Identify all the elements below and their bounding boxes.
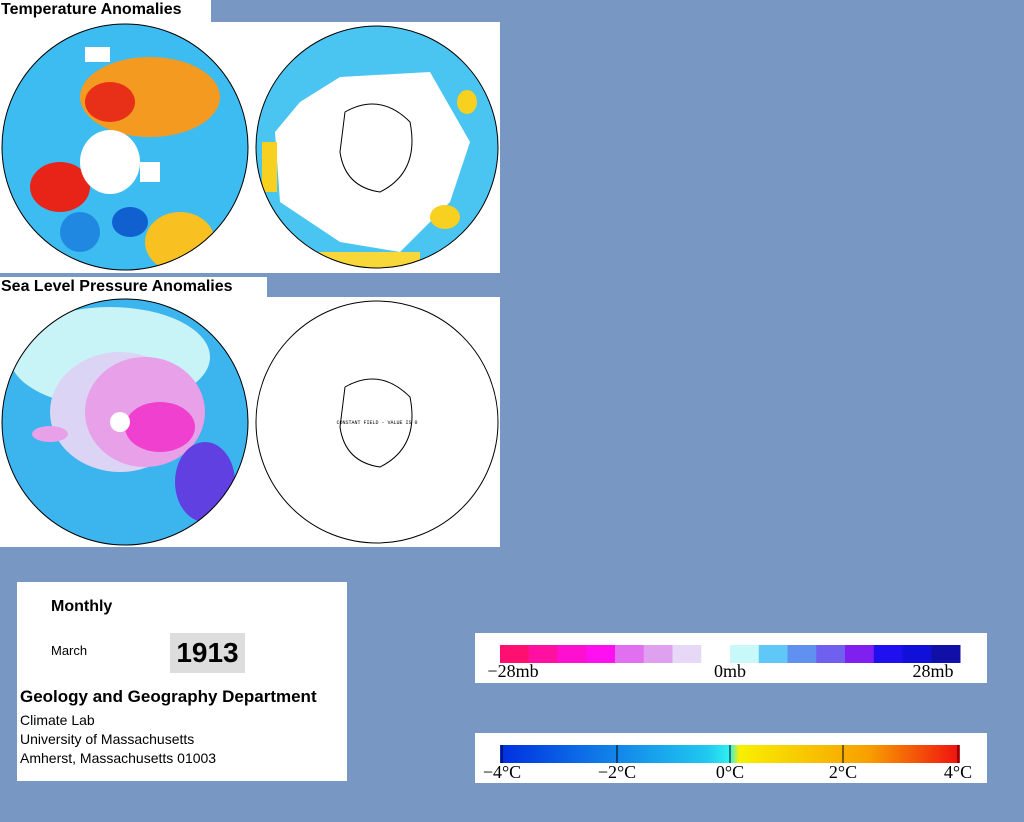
legend-label: −2°C [598,762,636,782]
address-line: University of Massachusetts [20,731,195,747]
colorbar-segment [758,645,788,663]
legend-label: 28mb [912,661,953,681]
legend-label: 2°C [829,762,857,782]
legend-label: 0°C [716,762,744,782]
colorbar-segment [586,645,616,663]
colorbar-segment [730,645,760,663]
colorbar-segment [500,645,530,663]
legend-label: 4°C [944,762,972,782]
pressure-colorbar: −28mb 0mb 28mb [487,645,961,681]
map-panel [0,22,500,273]
address-line: Climate Lab [20,712,95,728]
colorbar-segment [672,645,702,663]
period: Monthly [51,598,113,615]
coastline [339,378,413,468]
legend-label: −4°C [483,762,521,782]
temperature-legend: −4°C −2°C 0°C 2°C 4°C [475,733,987,783]
map-outline [1,298,249,546]
section-title: Sea Level Pressure Anomalies [0,277,267,297]
colorbar-segment [902,645,932,663]
address-line: Amherst, Massachusetts 01003 [20,750,217,766]
colorbar [500,645,961,663]
coastline [339,103,413,193]
map-note: CONSTANT FIELD - VALUE IS 0 [336,420,417,426]
map-panel: CONSTANT FIELD - VALUE IS 0 [0,297,500,547]
legend-label: 0mb [714,661,746,681]
department: Geology and Geography Department [20,687,317,706]
month: March [51,643,88,658]
year: 1913 [170,633,245,673]
legend-label: −28mb [487,661,538,681]
colorbar-segment [615,645,645,663]
colorbar-segment [816,645,846,663]
map-outline [255,300,499,544]
map-outline [1,23,249,271]
section-title: Temperature Anomalies [0,0,211,22]
pressure-maps: CONSTANT FIELD - VALUE IS 0 [1,298,499,546]
temperature-colorbar: −4°C −2°C 0°C 2°C 4°C [483,745,972,782]
temperature-maps [1,23,499,271]
colorbar-ticks [501,745,959,763]
colorbar-segment [701,645,731,663]
colorbar-segment [528,645,558,663]
colorbar-segment [643,645,673,663]
colorbar-segment [873,645,903,663]
pressure-legend: −28mb 0mb 28mb [475,633,987,683]
colorbar-segment [787,645,817,663]
colorbar-segment [845,645,875,663]
colorbar-segment [557,645,587,663]
info-box: Monthly March 1913 Geology and Geography… [17,582,347,781]
map-outline [255,25,499,269]
north-pressure-map [2,299,248,545]
north-temp-map [2,24,248,270]
colorbar-segment [931,645,961,663]
south-temp-map [256,26,498,268]
